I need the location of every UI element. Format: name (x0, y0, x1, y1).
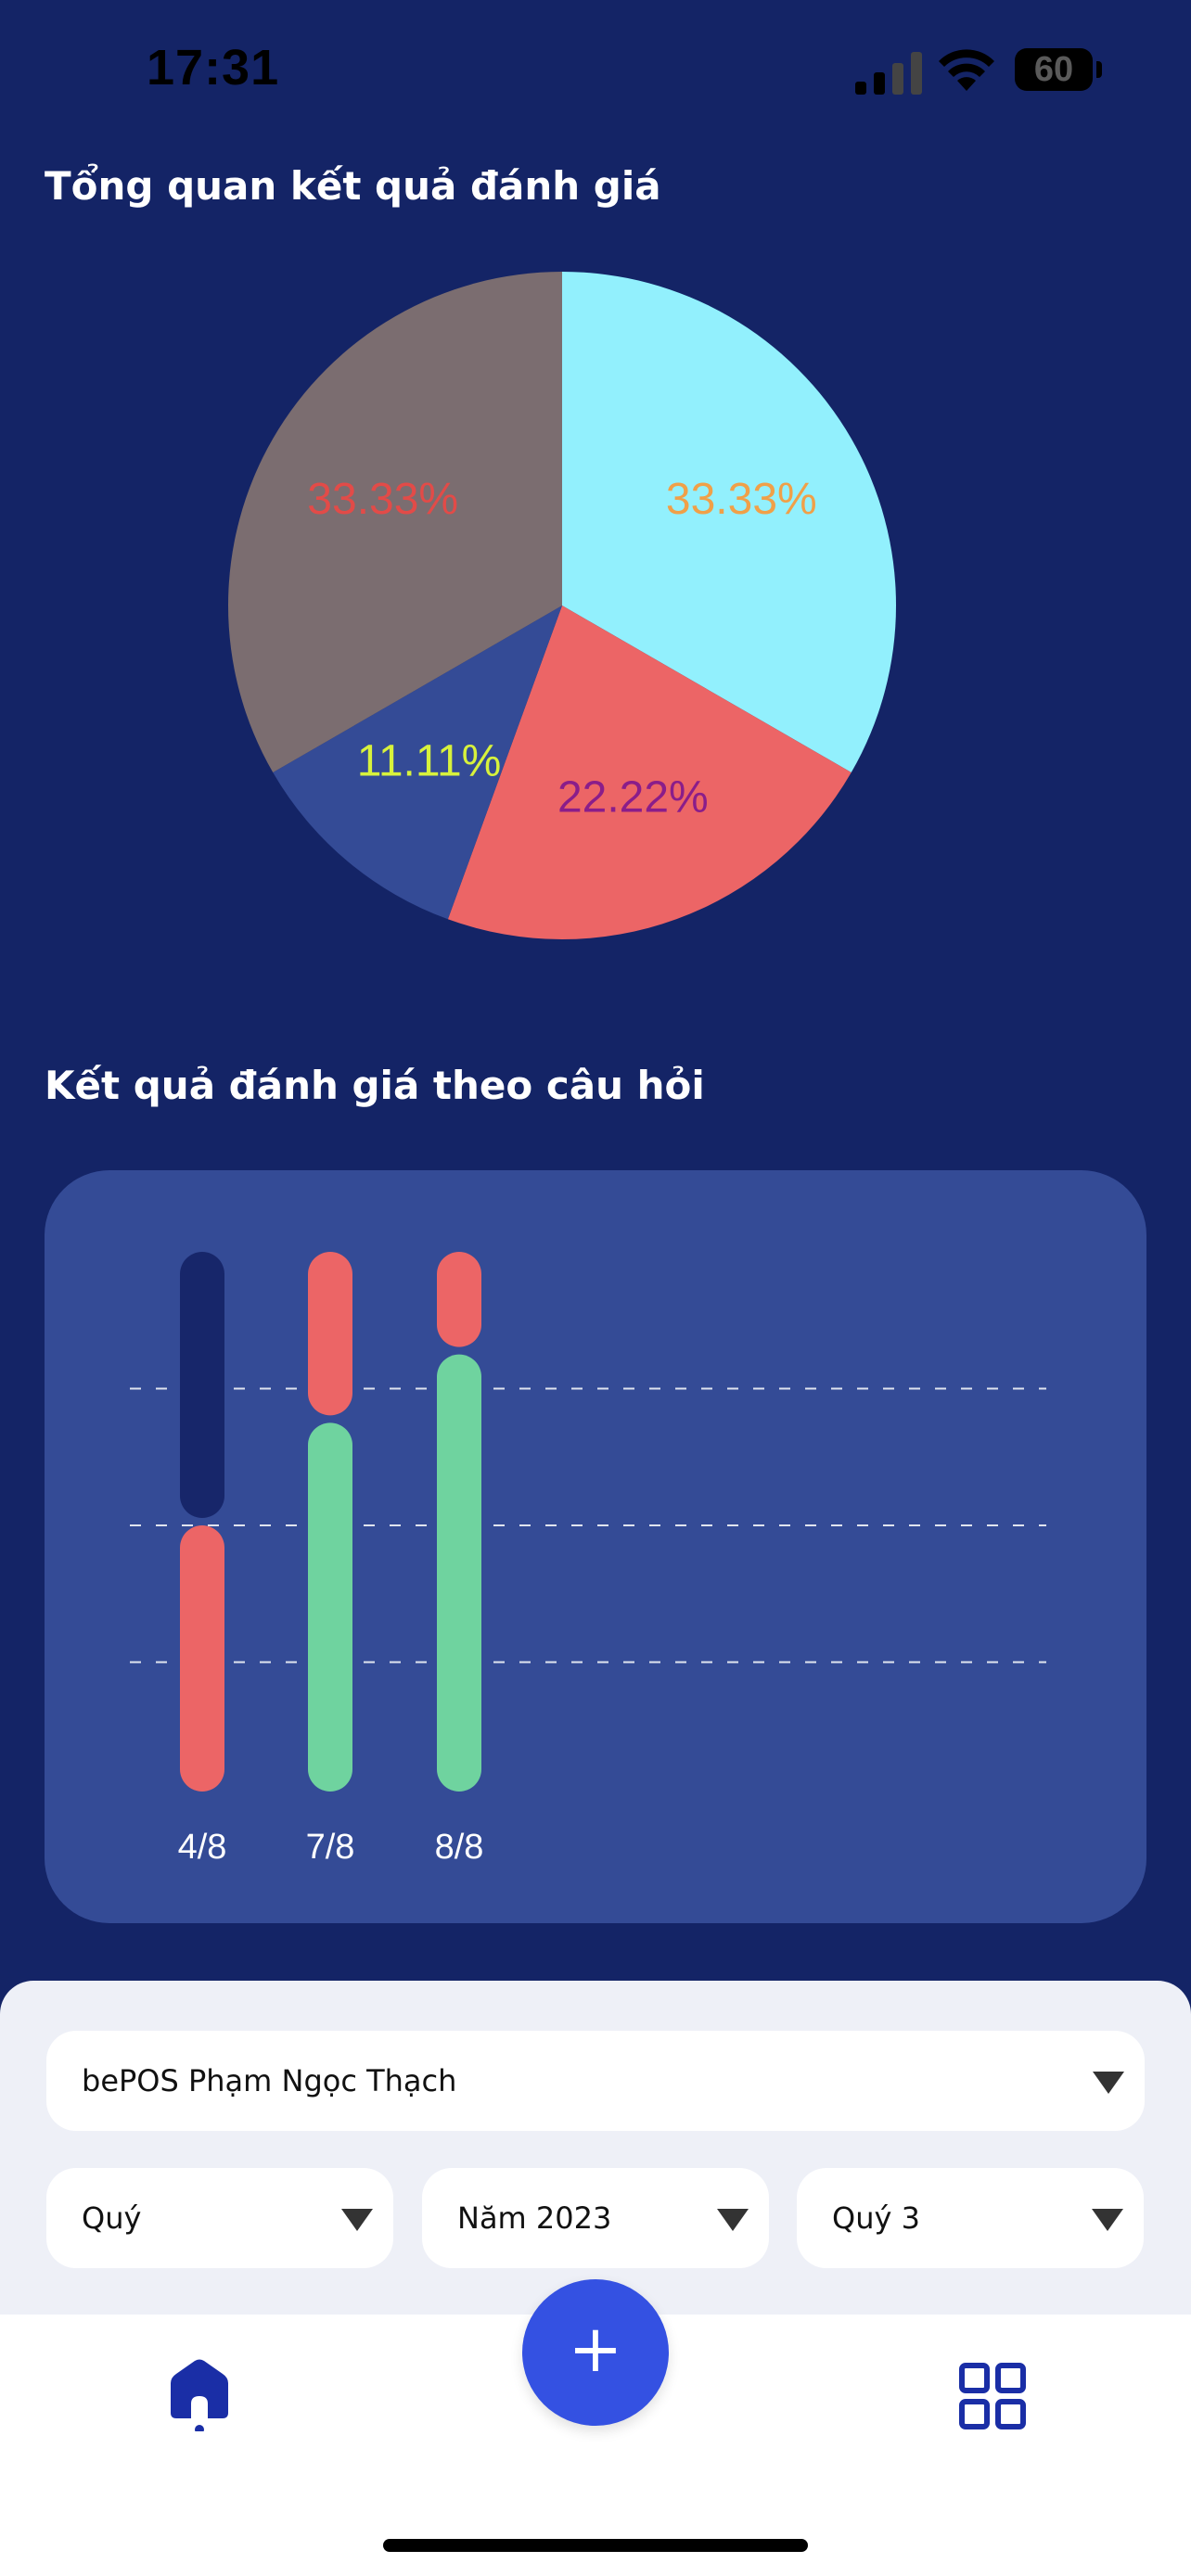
bar-segment (437, 1354, 481, 1792)
year-value: Năm 2023 (457, 2200, 612, 2236)
wifi-icon (939, 49, 994, 91)
quarter-select[interactable]: Quý 3 (797, 2168, 1144, 2268)
bar-category-label: 8/8 (435, 1828, 484, 1867)
store-select-value: bePOS Phạm Ngọc Thạch (82, 2063, 457, 2098)
year-select[interactable]: Năm 2023 (422, 2168, 769, 2268)
home-icon[interactable] (167, 2357, 232, 2431)
chevron-down-icon (1093, 2072, 1124, 2094)
bar-category-label: 7/8 (306, 1828, 355, 1867)
filter-panel: bePOS Phạm Ngọc Thạch Quý Năm 2023 Quý 3 (0, 1981, 1191, 2315)
grid-menu-icon[interactable] (959, 2363, 1026, 2429)
period-type-value: Quý (82, 2200, 142, 2236)
pie-slice (273, 606, 562, 920)
bar-segment (308, 1252, 352, 1416)
chevron-down-icon (1092, 2209, 1123, 2231)
pie-slice-label: 22.22% (557, 772, 709, 822)
chevron-down-icon (717, 2209, 749, 2231)
bar-segment (437, 1252, 481, 1347)
overview-title: Tổng quan kết quả đánh giá (45, 163, 661, 209)
pie-slice-label: 33.33% (666, 475, 817, 524)
questions-title: Kết quả đánh giá theo câu hỏi (45, 1063, 705, 1108)
overview-pie-chart: 33.33% 22.22% 11.11% 33.33% (228, 272, 896, 940)
pie-slice-label: 33.33% (307, 475, 458, 524)
pie-slice-label: 11.11% (357, 737, 502, 786)
battery-cap (1096, 61, 1102, 78)
pie-slice (562, 272, 896, 772)
bar-category-label: 4/8 (178, 1828, 227, 1867)
status-bar: 17:31 60 (0, 0, 1191, 139)
store-select[interactable]: bePOS Phạm Ngọc Thạch (46, 2031, 1145, 2131)
chevron-down-icon (341, 2209, 373, 2231)
question-results-bar-chart: 4/8 7/8 8/8 (130, 1252, 1046, 1867)
bar-segment (180, 1252, 224, 1518)
period-type-select[interactable]: Quý (46, 2168, 393, 2268)
bar-segment (180, 1525, 224, 1792)
battery-indicator: 60 (1015, 48, 1093, 91)
question-results-card: 4/8 7/8 8/8 (45, 1170, 1146, 1923)
quarter-value: Quý 3 (832, 2200, 920, 2236)
status-time: 17:31 (147, 40, 280, 96)
home-indicator (383, 2539, 808, 2552)
bar-segment (308, 1422, 352, 1792)
pie-slice (447, 606, 852, 940)
cellular-signal-icon (855, 52, 922, 95)
add-button[interactable]: + (522, 2279, 669, 2426)
pie-slice (228, 272, 563, 772)
